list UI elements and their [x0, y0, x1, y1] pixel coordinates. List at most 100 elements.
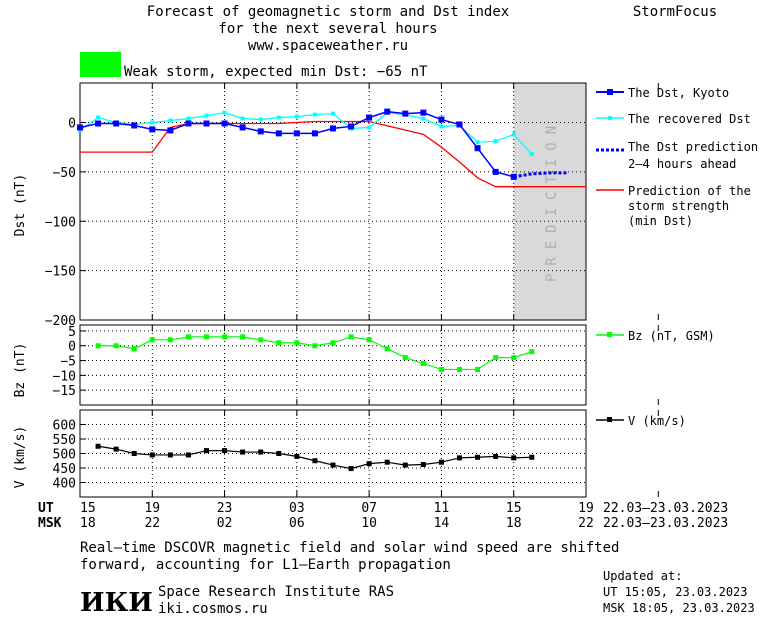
recovered-dst-point [222, 110, 227, 115]
msk-date-range: 22.03–23.03.2023 [603, 516, 728, 531]
legend-prediction-label: The Dst prediction [628, 140, 758, 154]
v-point [438, 459, 444, 465]
v-point [384, 459, 390, 465]
brand-name: StormFocus [633, 4, 717, 20]
kyoto-dst-point [185, 120, 192, 127]
v-point [294, 453, 300, 459]
ut-axis-label: UT [38, 501, 54, 516]
dst-prediction-line [513, 171, 568, 179]
y-tick-label: −10 [53, 369, 76, 384]
chart-title: Forecast of geomagnetic storm and Dst in… [147, 4, 509, 20]
kyoto-dst-point [474, 145, 481, 152]
institute-name[interactable]: Space Research Institute RAS [158, 584, 394, 600]
panel-frame-0 [79, 82, 587, 321]
v-point [276, 451, 282, 456]
msk-tick-label: 02 [217, 516, 233, 531]
source-url: www.spaceweather.ru [248, 38, 408, 54]
kyoto-dst-point [95, 120, 102, 127]
panel-frame-1 [79, 324, 587, 406]
kyoto-dst-point [492, 168, 499, 175]
kyoto-dst-point [402, 110, 409, 117]
recovered-dst-point [367, 125, 372, 130]
v-point [131, 451, 137, 456]
ut-tick-label: 07 [361, 501, 377, 516]
bz-point [366, 337, 372, 343]
recovered-dst-point [240, 116, 245, 121]
v-point [185, 452, 191, 458]
bz-point [475, 366, 481, 372]
ut-tick-label: 15 [80, 501, 96, 516]
y-tick-label: −5 [60, 355, 76, 370]
recovered-dst-point [96, 115, 101, 120]
legend-recovered-marker [608, 116, 612, 120]
v-point [204, 448, 209, 454]
kyoto-dst-point [420, 109, 427, 116]
institute-site-link[interactable]: iki.cosmos.ru [158, 601, 268, 617]
v-point [95, 443, 101, 449]
kyoto-dst-point [348, 123, 355, 130]
kyoto-dst-point [113, 120, 120, 127]
bz-point [167, 337, 173, 343]
ut-tick-label: 03 [289, 501, 305, 516]
bz-point [402, 355, 408, 361]
kyoto-dst-point [257, 128, 264, 135]
legend-min-dst-label-2: storm strength [628, 199, 729, 213]
kyoto-dst-point [203, 120, 210, 127]
ut-tick-label: 19 [144, 501, 160, 516]
recovered-dst-point [294, 114, 299, 119]
storm-level-swatch [80, 52, 121, 77]
recovered-dst-point [511, 132, 516, 137]
bz-point [276, 340, 282, 346]
kyoto-dst-point [221, 120, 228, 127]
recovered-dst-point [168, 118, 173, 123]
prediction-label: PREDICTION [544, 118, 560, 282]
v-point [312, 458, 318, 464]
msk-tick-label: 22 [578, 516, 594, 531]
kyoto-dst-point [131, 122, 138, 129]
legend-v-marker [607, 417, 612, 422]
bz-point [438, 366, 444, 372]
y-tick-label: −200 [45, 314, 76, 329]
bz-point [294, 340, 300, 346]
prediction-band [513, 83, 586, 320]
v-point [493, 453, 499, 459]
v-line [97, 445, 532, 470]
kyoto-dst-point [275, 130, 282, 137]
bz-point [420, 361, 426, 367]
recovered-dst-point [258, 117, 263, 122]
msk-tick-label: 22 [144, 516, 160, 531]
recovered-dst-point [331, 111, 335, 116]
bz-point [113, 343, 119, 349]
bz-point [95, 343, 101, 349]
v-axis-label: V (km/s) [13, 426, 28, 489]
ut-tick-label: 11 [434, 501, 450, 516]
updated-msk: MSK 18:05, 23.03.2023 [603, 601, 755, 615]
ut-tick-label: 23 [217, 501, 233, 516]
v-point [420, 462, 426, 468]
kyoto-dst-point [167, 127, 174, 134]
bz-line [98, 336, 532, 371]
recovered-dst-point [529, 152, 534, 157]
recovered-dst-point [204, 113, 209, 118]
recovered-dst-point [186, 116, 191, 121]
footer-note-line1: Real–time DSCOVR magnetic field and sola… [80, 540, 619, 556]
bz-point [185, 334, 191, 340]
bz-point [240, 334, 246, 340]
v-point [529, 454, 535, 460]
legend-prediction-label-2: 2–4 hours ahead [628, 157, 736, 171]
legend-min-dst-label: Prediction of the [628, 184, 751, 198]
storm-level-label: Weak storm, expected min Dst: −65 nT [124, 64, 428, 80]
legend-bz-marker [607, 332, 612, 337]
footer-note-line2: forward, accounting for L1–Earth propaga… [80, 557, 451, 573]
y-tick-label: −100 [45, 215, 76, 230]
kyoto-dst-point [77, 124, 83, 131]
bz-axis-label: Bz (nT) [13, 343, 28, 398]
y-tick-label: 600 [53, 419, 76, 434]
kyoto-dst-point [456, 121, 463, 128]
legend-min-dst-label-3: (min Dst) [628, 214, 693, 228]
bz-point [204, 334, 209, 340]
y-tick-label: 400 [53, 477, 76, 492]
kyoto-dst-point [311, 130, 318, 137]
iki-logo: ИКИ [80, 588, 153, 618]
